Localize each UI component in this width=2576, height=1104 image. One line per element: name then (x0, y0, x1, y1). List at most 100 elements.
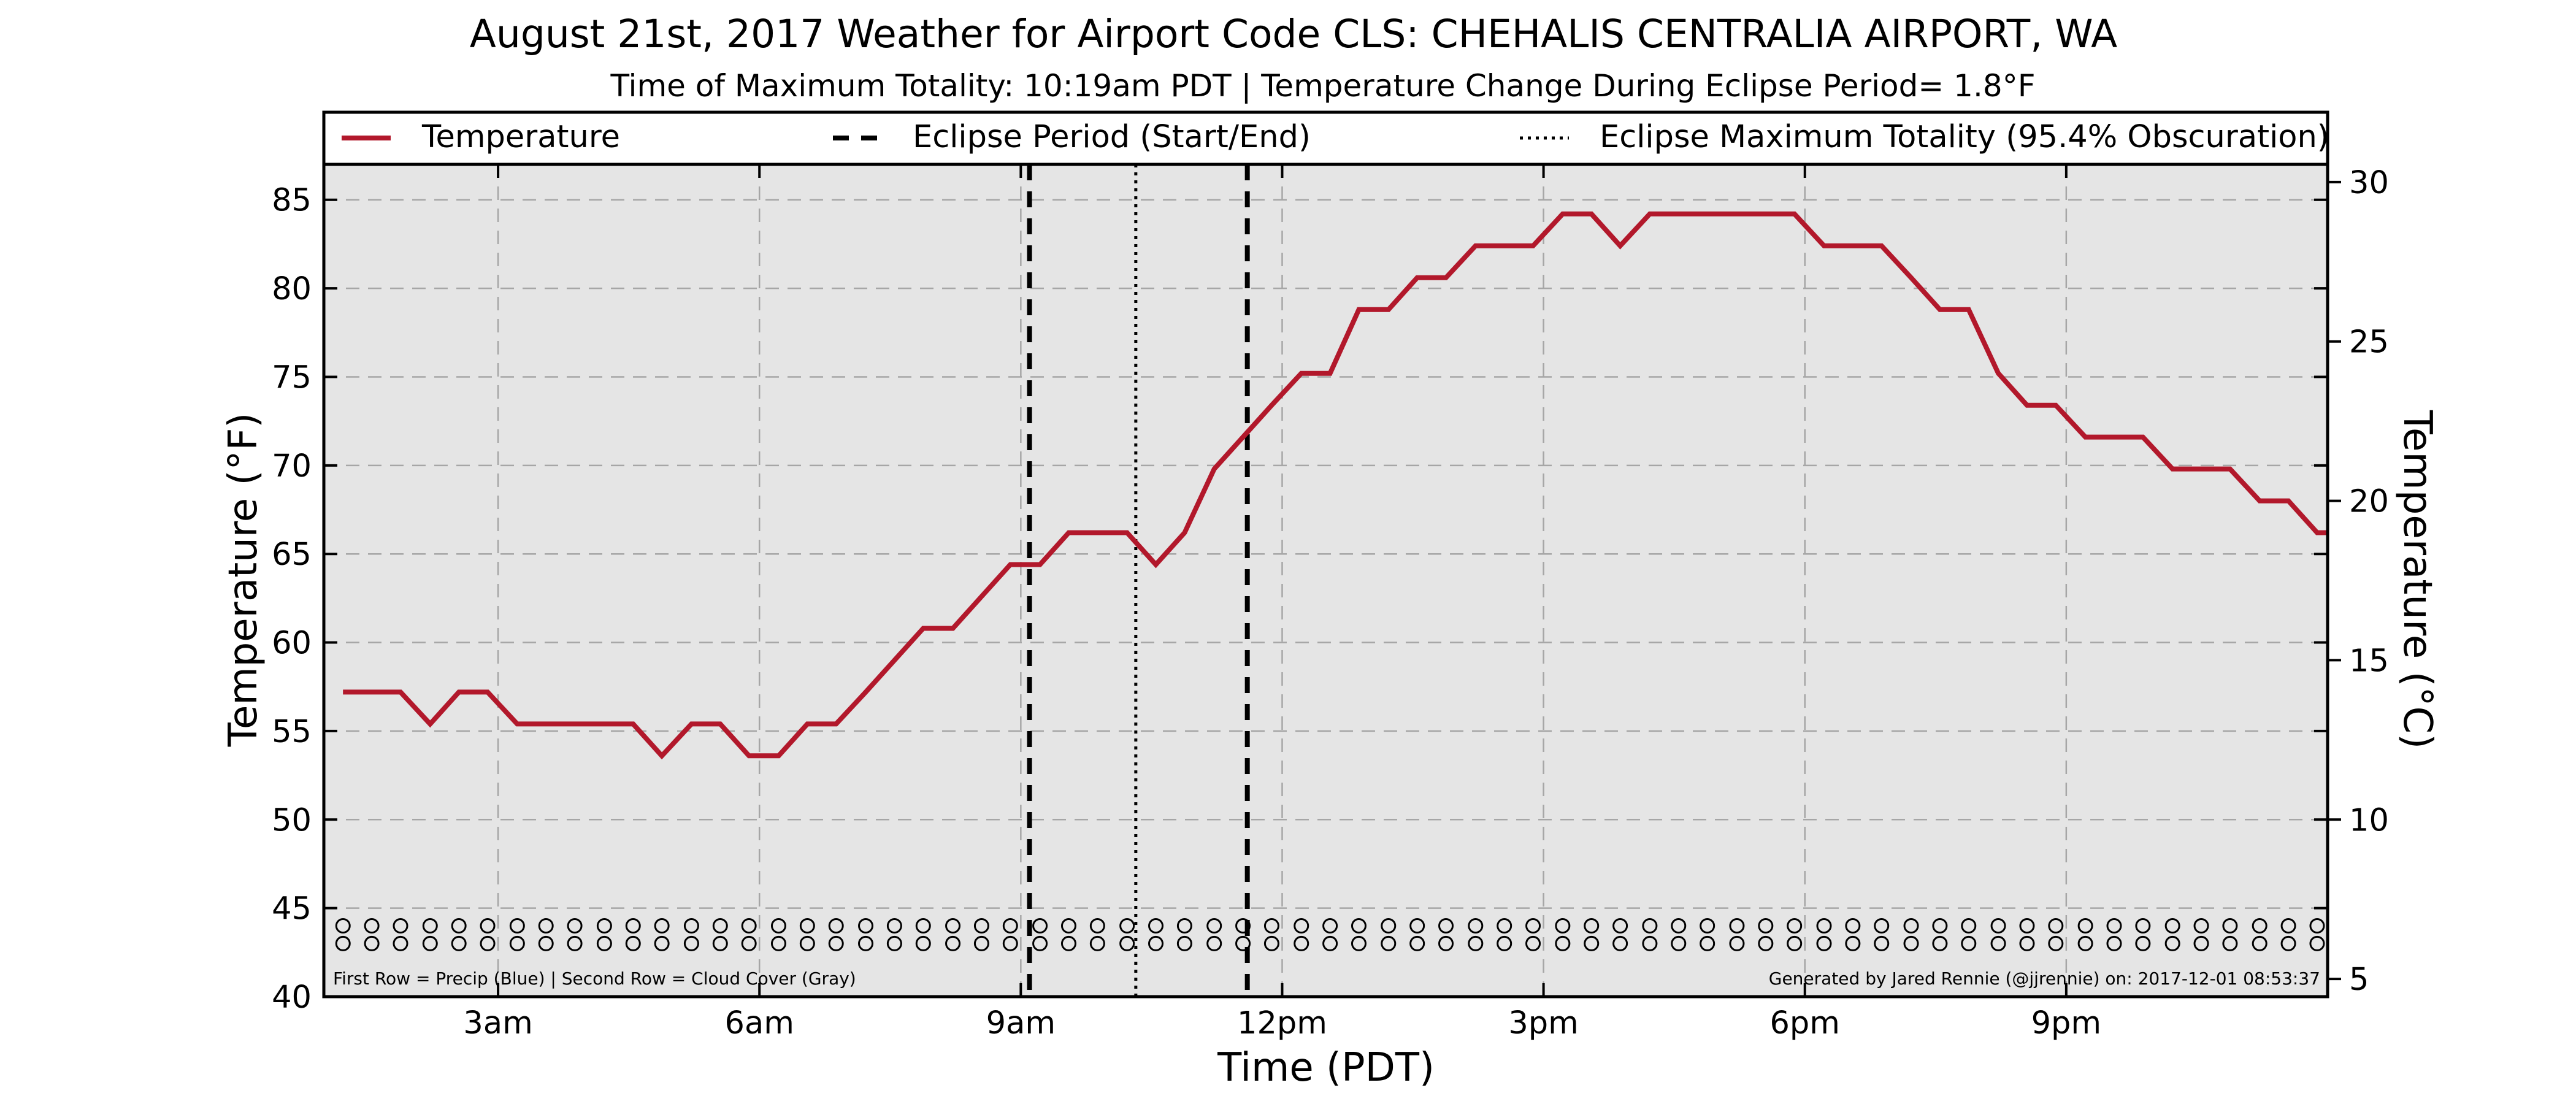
precip-marker (1612, 918, 1628, 934)
cloud-cover-marker (1148, 935, 1164, 951)
cloud-cover-marker (945, 935, 961, 951)
annotation-rows-legend: First Row = Precip (Blue) | Second Row =… (333, 968, 856, 989)
cloud-cover-marker (1525, 935, 1541, 951)
cloud-cover-marker (1816, 935, 1832, 951)
precip-marker (1903, 918, 1919, 934)
cloud-cover-marker (1961, 935, 1977, 951)
precip-marker (2193, 918, 2209, 934)
cloud-cover-marker (2252, 935, 2267, 951)
cloud-cover-marker (1497, 935, 1512, 951)
precip-marker (1002, 918, 1018, 934)
legend-temperature-label: Temperature (421, 119, 620, 155)
precip-marker (1468, 918, 1484, 934)
precip-marker (1729, 918, 1745, 934)
precip-marker (480, 918, 496, 934)
cloud-cover-marker (1438, 935, 1454, 951)
cloud-cover-marker (509, 935, 525, 951)
cloud-cover-marker (1468, 935, 1484, 951)
cloud-cover-marker (1671, 935, 1687, 951)
precip-marker (1381, 918, 1397, 934)
cloud-cover-marker (1351, 935, 1367, 951)
precip-marker (1555, 918, 1571, 934)
precip-marker (1874, 918, 1890, 934)
x-tick-label: 3pm (1508, 1005, 1579, 1041)
precip-marker (973, 918, 989, 934)
cloud-cover-marker (1263, 935, 1279, 951)
cloud-cover-marker (828, 935, 844, 951)
precip-marker (2309, 918, 2325, 934)
precip-marker (886, 918, 902, 934)
cloud-cover-marker (2164, 935, 2180, 951)
precip-marker (1961, 918, 1977, 934)
cloud-cover-marker (2135, 935, 2151, 951)
precip-marker (1816, 918, 1832, 934)
chart-title: August 21st, 2017 Weather for Airport Co… (470, 12, 2117, 56)
y-tick-label-right: 20 (2349, 484, 2389, 520)
cloud-cover-marker (1002, 935, 1018, 951)
legend-max-totality-label: Eclipse Maximum Totality (95.4% Obscurat… (1600, 119, 2329, 155)
temperature-line (343, 211, 2328, 760)
precip-marker (2019, 918, 2035, 934)
cloud-cover-marker (2193, 935, 2209, 951)
precip-marker (799, 918, 815, 934)
cloud-cover-marker (480, 935, 496, 951)
cloud-cover-marker (2222, 935, 2238, 951)
cloud-cover-marker (770, 935, 786, 951)
precip-marker (509, 918, 525, 934)
cloud-cover-marker (567, 935, 583, 951)
cloud-cover-marker (712, 935, 728, 951)
precip-marker (654, 918, 670, 934)
cloud-cover-marker (654, 935, 670, 951)
cloud-cover-marker (1932, 935, 1948, 951)
cloud-cover-marker (1555, 935, 1571, 951)
cloud-cover-marker (741, 935, 757, 951)
precip-marker (2252, 918, 2267, 934)
precip-marker (1525, 918, 1541, 934)
cloud-cover-marker (422, 935, 438, 951)
precip-marker (1176, 918, 1192, 934)
precip-marker (2280, 918, 2296, 934)
cloud-cover-marker (799, 935, 815, 951)
precip-marker (2048, 918, 2064, 934)
precip-marker (596, 918, 612, 934)
cloud-cover-marker (973, 935, 989, 951)
cloud-cover-marker (1845, 935, 1861, 951)
cloud-cover-marker (2309, 935, 2325, 951)
cloud-cover-marker (1235, 935, 1251, 951)
precip-marker (915, 918, 931, 934)
cloud-cover-marker (1990, 935, 2006, 951)
precip-marker (1148, 918, 1164, 934)
precip-marker (1497, 918, 1512, 934)
precip-marker (1263, 918, 1279, 934)
cloud-cover-marker (1381, 935, 1397, 951)
precip-marker (2106, 918, 2122, 934)
precip-marker (1206, 918, 1222, 934)
cloud-cover-marker (596, 935, 612, 951)
y-axis-label-left: Temperature (°F) (221, 413, 266, 748)
x-tick-label: 9am (986, 1005, 1056, 1041)
y-tick-label-right: 10 (2349, 802, 2389, 838)
cloud-cover-marker (915, 935, 931, 951)
precip-marker (1932, 918, 1948, 934)
chart-subtitle: Time of Maximum Totality: 10:19am PDT | … (610, 68, 2036, 104)
y-tick-label-left: 85 (272, 183, 312, 219)
cloud-cover-marker (364, 935, 380, 951)
precip-marker (2222, 918, 2238, 934)
precip-marker (1787, 918, 1803, 934)
cloud-cover-marker (1294, 935, 1309, 951)
grid-lines (324, 164, 2328, 997)
precip-marker (335, 918, 351, 934)
cloud-cover-marker (1089, 935, 1105, 951)
y-tick-label-right: 15 (2349, 643, 2389, 679)
cloud-cover-marker (1206, 935, 1222, 951)
precip-marker (451, 918, 467, 934)
precip-marker (567, 918, 583, 934)
precip-marker (1990, 918, 2006, 934)
cloud-cover-marker (451, 935, 467, 951)
cloud-cover-marker (393, 935, 408, 951)
precip-marker (741, 918, 757, 934)
cloud-cover-marker (1903, 935, 1919, 951)
cloud-cover-marker (683, 935, 699, 951)
y-tick-label-left: 75 (272, 359, 312, 396)
y-tick-label-left: 50 (272, 802, 312, 838)
